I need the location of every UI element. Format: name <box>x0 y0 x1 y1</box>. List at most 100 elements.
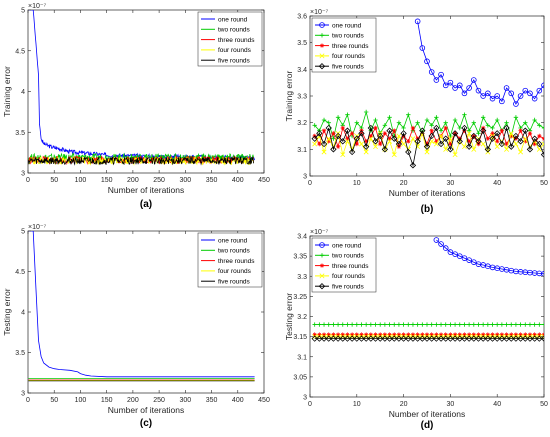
x-tick-label: 100 <box>75 177 87 184</box>
series-group <box>28 231 255 382</box>
data-point <box>448 332 453 337</box>
data-point <box>334 335 342 342</box>
data-point <box>499 128 505 133</box>
panel-caption: (b) <box>421 204 434 215</box>
data-point <box>462 332 467 337</box>
data-point <box>479 127 487 134</box>
x-tick-label: 350 <box>206 177 218 184</box>
legend-label: one round <box>332 22 362 29</box>
data-point <box>400 130 407 137</box>
data-point <box>415 334 421 340</box>
legend-marker <box>319 33 325 38</box>
data-point <box>311 335 318 342</box>
legend-box <box>197 232 263 288</box>
data-point <box>317 332 322 337</box>
y-tick-label: 3.6 <box>297 14 307 21</box>
data-point <box>438 133 444 139</box>
x-tick-label: 40 <box>493 180 501 187</box>
data-point <box>532 334 538 340</box>
data-point <box>470 77 477 83</box>
data-point <box>433 77 440 83</box>
series-group <box>311 237 544 342</box>
data-point <box>480 322 486 327</box>
data-point <box>447 249 454 255</box>
x-tick-label: 50 <box>50 177 58 184</box>
data-point <box>326 334 332 340</box>
series-line-one-round <box>417 21 544 105</box>
data-point <box>433 124 440 132</box>
data-point <box>387 136 392 141</box>
data-point <box>522 334 528 340</box>
axis-exponent-label: ×10⁻⁷ <box>28 224 47 231</box>
legend: one round two rounds three rounds four roun… <box>311 237 377 293</box>
data-point <box>471 332 476 337</box>
legend-label: two rounds <box>332 253 365 260</box>
data-point <box>377 132 384 140</box>
data-point <box>509 332 514 337</box>
data-point <box>513 115 519 120</box>
data-point <box>353 135 360 142</box>
legend-label: two rounds <box>218 248 251 255</box>
data-point <box>541 141 544 147</box>
data-point <box>480 115 486 120</box>
x-tick-label: 250 <box>153 397 165 404</box>
data-point <box>377 334 383 340</box>
data-point <box>373 144 379 150</box>
data-point <box>409 162 417 169</box>
data-point <box>494 334 500 340</box>
x-tick-label: 450 <box>258 177 270 184</box>
legend-label: four rounds <box>332 53 366 60</box>
x-tick-label: 250 <box>153 177 165 184</box>
data-point <box>396 133 402 139</box>
data-point <box>349 334 355 340</box>
legend-label: three rounds <box>332 43 369 50</box>
data-point <box>489 335 496 342</box>
legend-label: two rounds <box>218 27 251 34</box>
data-point <box>532 141 537 147</box>
y-tick-label: 3 <box>21 171 25 178</box>
data-point <box>434 115 439 120</box>
data-point <box>471 334 477 340</box>
data-point <box>490 131 495 136</box>
data-point <box>359 322 364 327</box>
data-point <box>387 334 393 340</box>
data-point <box>395 140 403 148</box>
data-point <box>527 322 533 327</box>
data-point <box>312 123 317 128</box>
y-tick-label: 3 <box>21 391 25 398</box>
data-point <box>447 335 454 342</box>
data-point <box>484 335 492 342</box>
data-point <box>405 334 411 340</box>
data-point <box>372 138 379 145</box>
data-point <box>317 322 322 327</box>
data-point <box>349 322 355 327</box>
data-point <box>420 322 425 327</box>
data-point <box>373 334 379 340</box>
data-point <box>345 332 350 337</box>
data-point <box>509 133 514 139</box>
data-point <box>339 335 346 342</box>
data-point <box>523 322 528 327</box>
data-point <box>363 322 369 327</box>
data-point <box>316 130 323 137</box>
data-point <box>540 151 544 158</box>
data-point <box>415 332 420 337</box>
data-point <box>448 141 453 147</box>
chart-panel-d: 0 10 20 30 40 50 3 3.05 3.1 3.15 3.2 3.25 3.3 3.35 3.4… <box>284 229 548 431</box>
data-point <box>419 335 426 342</box>
data-point <box>489 135 496 142</box>
y-tick-label: 3.25 <box>293 294 307 301</box>
data-point <box>387 138 393 144</box>
data-point <box>470 132 477 140</box>
data-point <box>325 335 332 342</box>
data-point <box>438 71 444 78</box>
data-point <box>498 140 506 148</box>
data-point <box>368 136 374 142</box>
data-point <box>522 335 529 342</box>
data-point <box>406 332 411 337</box>
data-point <box>485 332 491 337</box>
data-point <box>504 332 509 337</box>
data-point <box>495 332 500 337</box>
data-point <box>494 93 501 99</box>
data-point <box>504 146 510 152</box>
